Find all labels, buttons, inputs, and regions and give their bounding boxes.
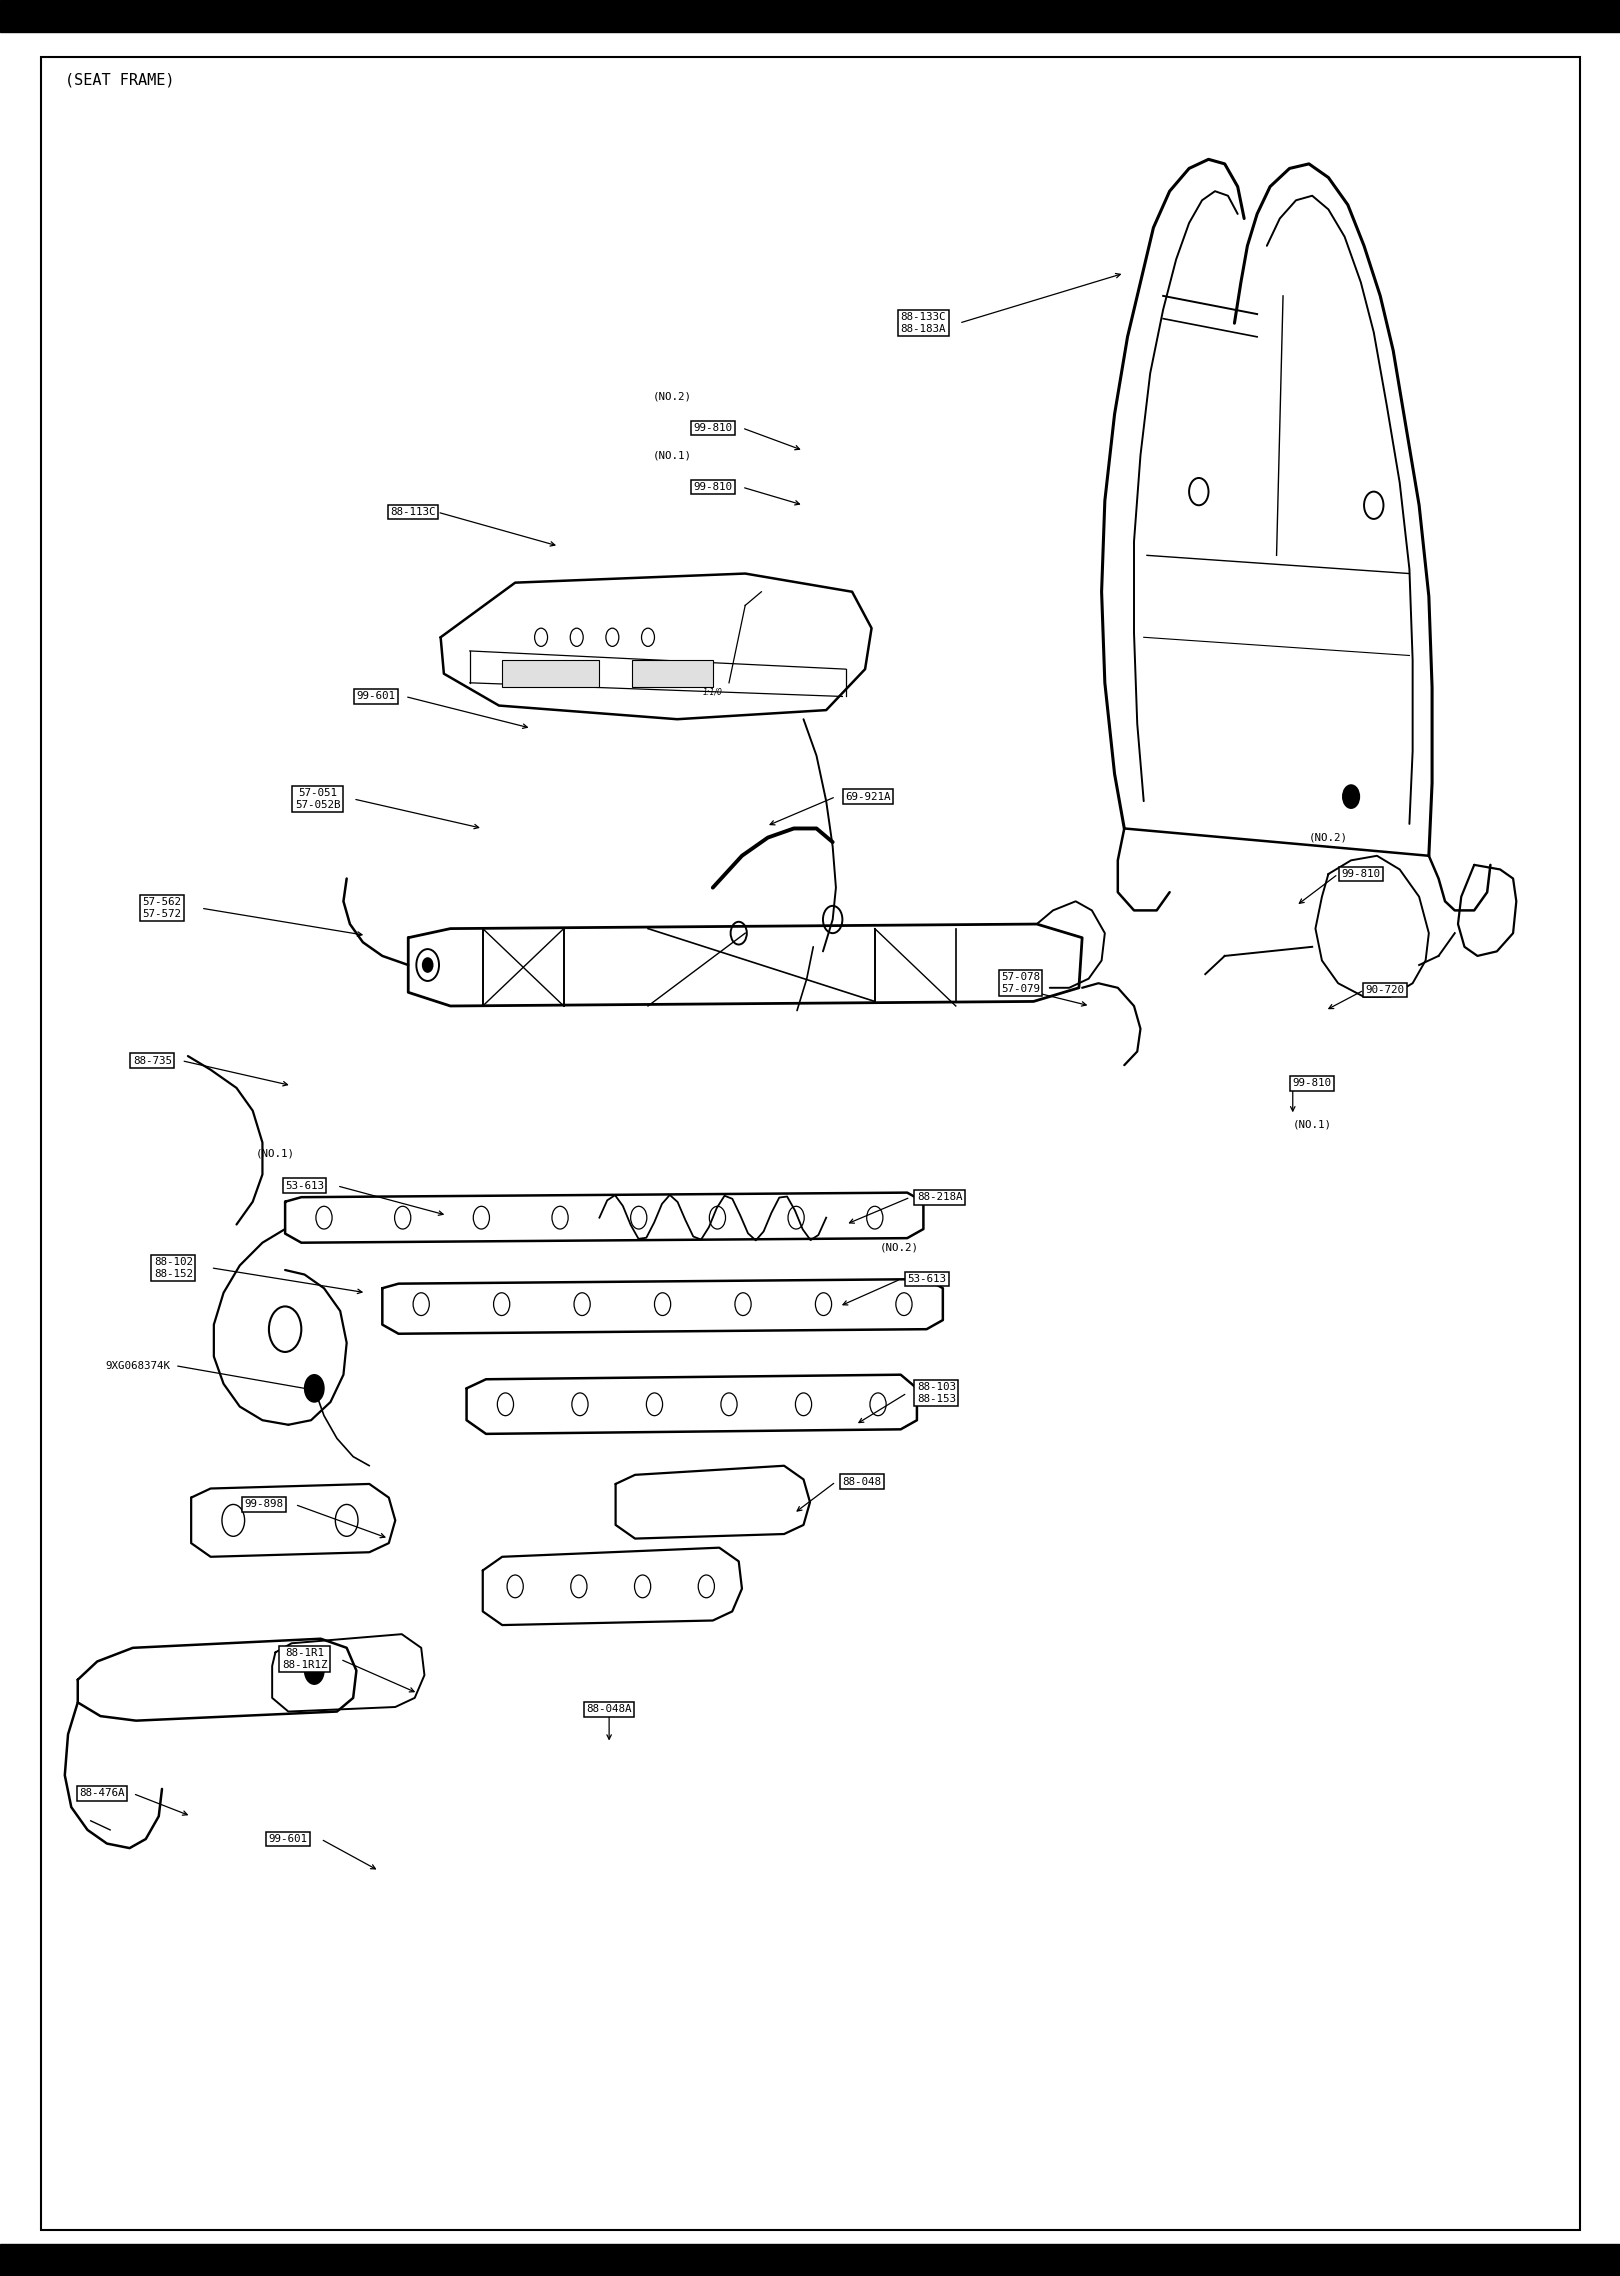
Text: 1:1/0: 1:1/0 (703, 687, 723, 696)
Text: 99-810: 99-810 (693, 483, 732, 492)
Text: (NO.1): (NO.1) (256, 1149, 295, 1158)
Text: 57-078
57-079: 57-078 57-079 (1001, 972, 1040, 995)
Text: (NO.2): (NO.2) (880, 1243, 919, 1252)
Text: 53-613: 53-613 (907, 1275, 946, 1284)
Text: 88-048: 88-048 (842, 1477, 881, 1486)
Text: 88-476A: 88-476A (79, 1789, 125, 1798)
Text: (NO.1): (NO.1) (1293, 1120, 1332, 1129)
Text: 88-113C: 88-113C (390, 508, 436, 517)
Bar (502, 660, 599, 687)
Text: 88-102
88-152: 88-102 88-152 (154, 1256, 193, 1279)
Text: 88-048A: 88-048A (586, 1705, 632, 1714)
Text: 99-898: 99-898 (245, 1500, 284, 1509)
Text: 99-601: 99-601 (269, 1834, 308, 1844)
Text: 88-218A: 88-218A (917, 1193, 962, 1202)
Text: 57-051
57-052B: 57-051 57-052B (295, 787, 340, 810)
Text: (NO.2): (NO.2) (653, 391, 692, 401)
Text: 69-921A: 69-921A (846, 792, 891, 801)
Text: 88-1R1
88-1R1Z: 88-1R1 88-1R1Z (282, 1648, 327, 1671)
Text: (SEAT FRAME): (SEAT FRAME) (65, 73, 175, 86)
Text: 88-133C
88-183A: 88-133C 88-183A (901, 312, 946, 335)
Text: 57-562
57-572: 57-562 57-572 (143, 897, 181, 920)
Text: (NO.1): (NO.1) (653, 451, 692, 460)
Bar (0, 0, 1620, 32)
Text: 53-613: 53-613 (285, 1181, 324, 1190)
Text: 99-601: 99-601 (356, 692, 395, 701)
Text: 99-810: 99-810 (1341, 869, 1380, 879)
Bar (0, 2244, 1620, 2276)
Text: 88-735: 88-735 (133, 1056, 172, 1065)
Bar (632, 660, 713, 687)
Text: 9XG068374K: 9XG068374K (105, 1361, 170, 1370)
Circle shape (1343, 785, 1359, 808)
Text: 99-810: 99-810 (693, 423, 732, 432)
Text: 88-103
88-153: 88-103 88-153 (917, 1382, 956, 1404)
Text: 90-720: 90-720 (1366, 986, 1405, 995)
Circle shape (305, 1657, 324, 1684)
Circle shape (423, 958, 433, 972)
Text: 99-810: 99-810 (1293, 1079, 1332, 1088)
Circle shape (305, 1375, 324, 1402)
Text: (NO.2): (NO.2) (1309, 833, 1348, 842)
